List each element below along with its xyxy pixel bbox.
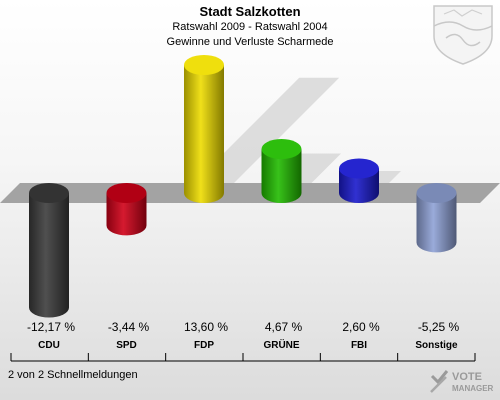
footer-text: 2 von 2 Schnellmeldungen: [8, 369, 138, 381]
category-label: Sonstige: [415, 340, 458, 351]
value-label: -5,25 %: [418, 320, 460, 334]
chart-title: Stadt Salzkotten: [199, 4, 301, 19]
bar-cdu: [29, 183, 69, 318]
chart-subtitle: Ratswahl 2009 - Ratswahl 2004: [172, 21, 328, 33]
coat-of-arms-icon: [433, 5, 493, 65]
vote-manager-logo: VOTE MANAGER: [430, 370, 494, 393]
bar-fbi: [339, 158, 379, 203]
svg-text:MANAGER: MANAGER: [452, 384, 494, 393]
value-label: 4,67 %: [265, 320, 303, 334]
chart-subtitle-2: Gewinne und Verluste Scharmede: [166, 36, 334, 48]
bar-spd: [106, 183, 147, 236]
bar-fdp: [184, 55, 224, 203]
value-label: 13,60 %: [184, 320, 228, 334]
value-label: -12,17 %: [27, 320, 75, 334]
category-label: FBI: [351, 340, 367, 351]
category-axis: -12,17 % CDU -3,44 % SPD 13,60 % FDP 4,67 % GRÜ…: [10, 320, 476, 362]
value-label: -3,44 %: [108, 320, 150, 334]
svg-text:VOTE: VOTE: [452, 371, 482, 383]
bar-grüne: [261, 139, 302, 204]
category-label: CDU: [38, 340, 60, 351]
category-label: GRÜNE: [263, 338, 299, 351]
category-label: SPD: [116, 340, 137, 351]
value-label: 2,60 %: [342, 320, 380, 334]
category-label: FDP: [194, 340, 214, 351]
bar-sonstige: [416, 183, 457, 253]
